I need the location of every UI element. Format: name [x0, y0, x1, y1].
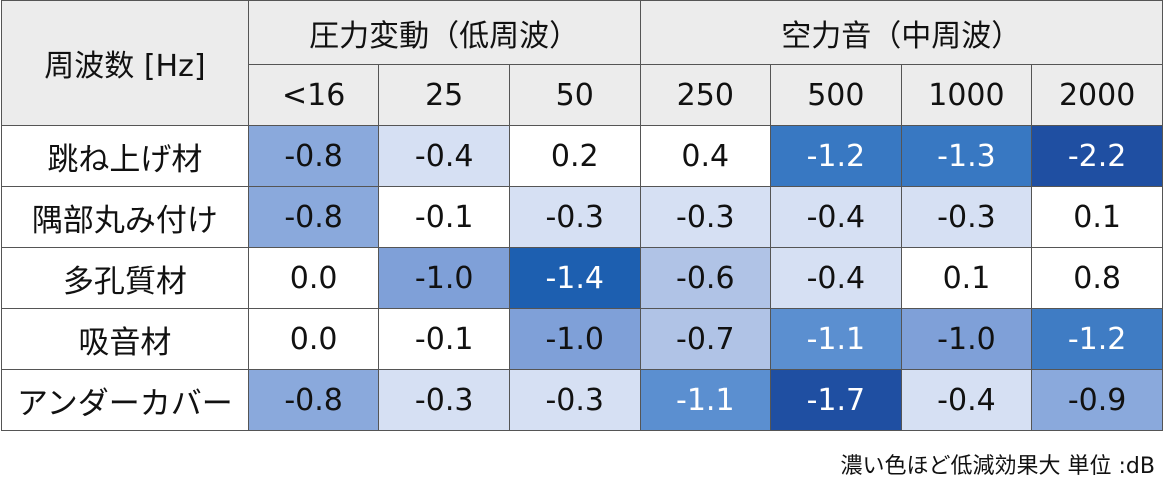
value-cell: 0.1	[900, 247, 1033, 309]
freq-header: 25	[378, 64, 510, 126]
value-cell: -0.8	[247, 369, 380, 431]
value-cell: 0.4	[639, 125, 772, 187]
value-cell: -0.4	[770, 186, 902, 248]
value-cell: -0.3	[639, 186, 772, 248]
value-cell: -0.9	[1031, 369, 1163, 431]
legend-note: 濃い色ほど低減効果大 単位 :dB	[840, 454, 1155, 479]
value-cell: -0.7	[639, 308, 772, 370]
value-cell: 0.2	[508, 125, 641, 187]
table-row: 隅部丸み付け -0.8 -0.1 -0.3 -0.3 -0.4 -0.3 0.1	[1, 186, 1163, 248]
value-cell: -1.0	[508, 308, 641, 370]
value-cell: 0.0	[247, 308, 380, 370]
freq-header: <16	[247, 64, 380, 126]
table-row: 吸音材 0.0 -0.1 -1.0 -0.7 -1.1 -1.0 -1.2	[1, 308, 1163, 370]
value-cell: -0.3	[508, 186, 641, 248]
value-cell: -0.1	[378, 308, 510, 370]
corner-header: 周波数 [Hz]	[1, 0, 249, 126]
value-cell: -0.3	[378, 369, 510, 431]
value-cell: -0.4	[378, 125, 510, 187]
value-cell: -2.2	[1031, 125, 1163, 187]
freq-header: 500	[770, 64, 902, 126]
table-body: 跳ね上げ材 -0.8 -0.4 0.2 0.4 -1.2 -1.3 -2.2 隅部丸み付け -0.…	[1, 125, 1163, 431]
value-cell: -1.4	[508, 247, 641, 309]
table-row: 跳ね上げ材 -0.8 -0.4 0.2 0.4 -1.2 -1.3 -2.2	[1, 125, 1163, 187]
value-cell: -0.8	[247, 186, 380, 248]
row-label: 吸音材	[1, 308, 249, 370]
value-cell: -1.0	[378, 247, 510, 309]
row-label: アンダーカバー	[1, 369, 249, 431]
group-header-aero: 空力音（中周波）	[639, 0, 1163, 65]
value-cell: -1.2	[770, 125, 902, 187]
freq-header: 250	[639, 64, 772, 126]
row-label: 隅部丸み付け	[1, 186, 249, 248]
freq-header: 50	[508, 64, 641, 126]
value-cell: -1.0	[900, 308, 1033, 370]
value-cell: -1.2	[1031, 308, 1163, 370]
value-cell: -0.4	[900, 369, 1033, 431]
value-cell: -0.3	[508, 369, 641, 431]
value-cell: 0.8	[1031, 247, 1163, 309]
value-cell: -1.1	[639, 369, 772, 431]
row-label: 跳ね上げ材	[1, 125, 249, 187]
value-cell: 0.0	[247, 247, 380, 309]
freq-header: 2000	[1031, 64, 1163, 126]
value-cell: -0.4	[770, 247, 902, 309]
group-header-pressure: 圧力変動（低周波）	[247, 0, 641, 65]
freq-header: 1000	[900, 64, 1033, 126]
row-label: 多孔質材	[1, 247, 249, 309]
table-row: アンダーカバー -0.8 -0.3 -0.3 -1.1 -1.7 -0.4 -0.9	[1, 369, 1163, 431]
value-cell: -0.6	[639, 247, 772, 309]
value-cell: 0.1	[1031, 186, 1163, 248]
results-table: 周波数 [Hz] 圧力変動（低周波） 空力音（中周波） <16 25 50 25…	[1, 0, 1163, 431]
value-cell: -1.1	[770, 308, 902, 370]
value-cell: -0.8	[247, 125, 380, 187]
value-cell: -1.7	[770, 369, 902, 431]
value-cell: -0.3	[900, 186, 1033, 248]
value-cell: -0.1	[378, 186, 510, 248]
value-cell: -1.3	[900, 125, 1033, 187]
table-row: 多孔質材 0.0 -1.0 -1.4 -0.6 -0.4 0.1 0.8	[1, 247, 1163, 309]
